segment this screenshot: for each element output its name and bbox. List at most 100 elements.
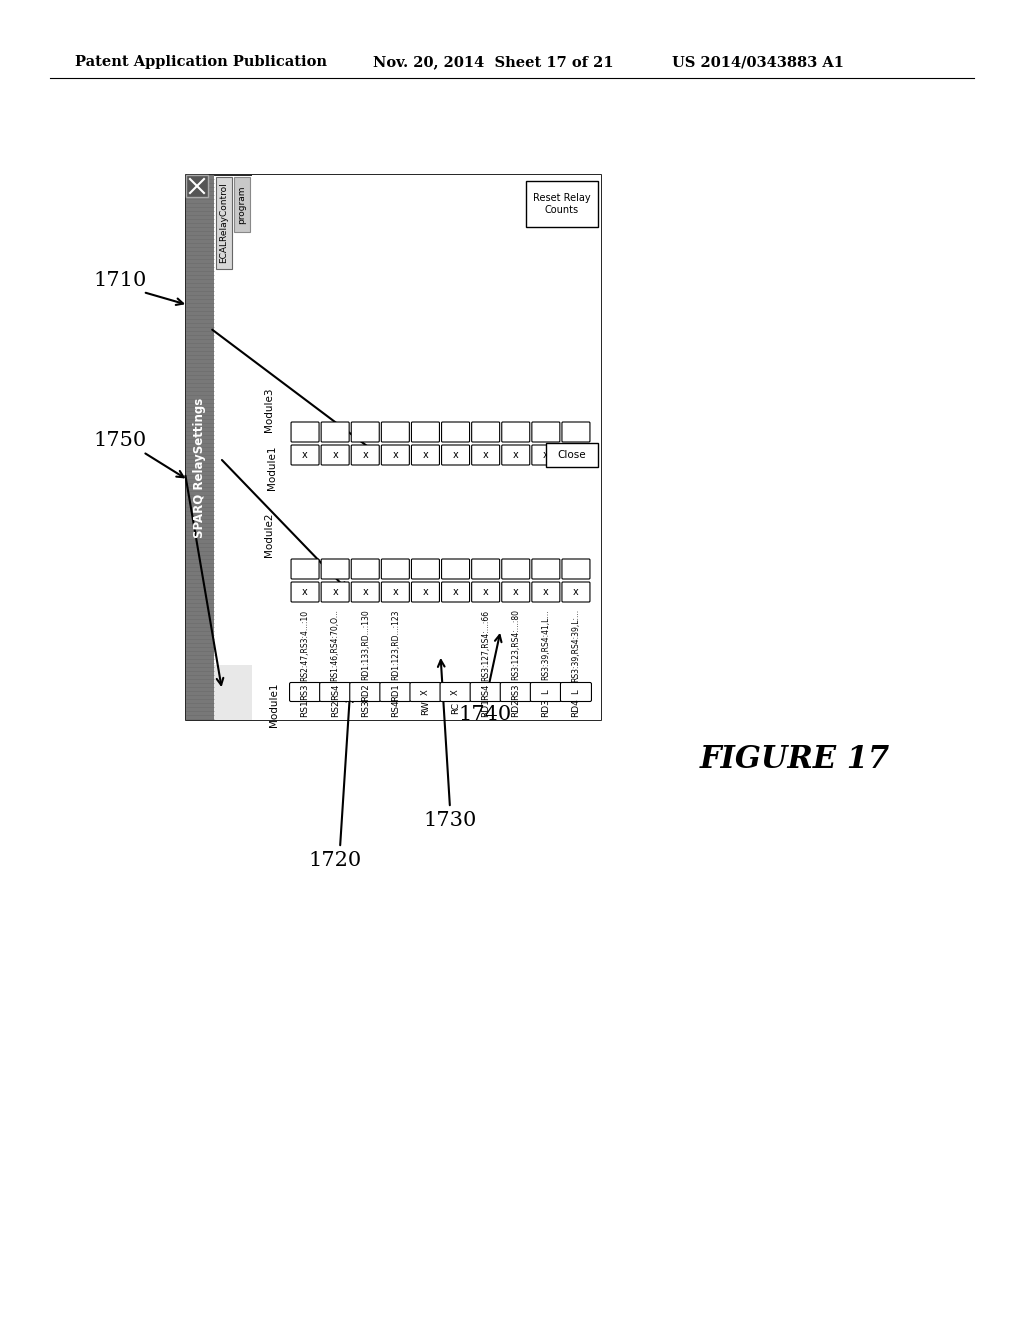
Text: x: x [453,587,459,597]
FancyBboxPatch shape [291,582,319,602]
Text: RD1:123,RD...:123: RD1:123,RD...:123 [391,610,399,680]
Text: x: x [543,587,549,597]
Text: RD1:133,RD...:130: RD1:133,RD...:130 [360,610,370,680]
Text: RS3:39,RS4:41,L...: RS3:39,RS4:41,L... [542,610,550,680]
FancyBboxPatch shape [234,177,250,232]
Text: x: x [423,450,428,459]
FancyBboxPatch shape [526,181,598,227]
Text: Patent Application Publication: Patent Application Publication [75,55,327,69]
FancyBboxPatch shape [531,445,560,465]
Text: L: L [542,689,550,694]
Text: RS3: RS3 [301,684,309,700]
FancyBboxPatch shape [440,682,471,701]
Text: x: x [362,450,368,459]
Text: x: x [482,450,488,459]
Text: RS4: RS4 [331,684,340,700]
Text: RD4: RD4 [571,698,581,717]
FancyBboxPatch shape [322,422,349,442]
Text: Reset Relay
Counts: Reset Relay Counts [534,193,591,215]
FancyBboxPatch shape [562,582,590,602]
Text: RS1:46,RS4:70,O...: RS1:46,RS4:70,O... [331,609,340,681]
FancyBboxPatch shape [350,682,381,701]
Text: RD2: RD2 [511,698,520,717]
FancyBboxPatch shape [322,445,349,465]
FancyBboxPatch shape [412,445,439,465]
Text: FIGURE 17: FIGURE 17 [700,744,890,776]
Text: x: x [302,450,308,459]
Text: RS2:47,RS3:4...:10: RS2:47,RS3:4...:10 [301,610,309,681]
FancyBboxPatch shape [351,558,379,579]
FancyBboxPatch shape [291,445,319,465]
FancyBboxPatch shape [410,682,441,701]
Text: RS3:127,RS4:...:66: RS3:127,RS4:...:66 [481,610,490,681]
Text: RS3:39,RS4:39,L:...: RS3:39,RS4:39,L:... [571,609,581,681]
FancyBboxPatch shape [186,176,208,197]
FancyBboxPatch shape [381,558,410,579]
Text: SPARQ RelaySettings: SPARQ RelaySettings [194,397,207,537]
FancyBboxPatch shape [351,422,379,442]
FancyBboxPatch shape [546,444,598,467]
Text: x: x [332,587,338,597]
Text: X: X [421,689,430,694]
Text: RS3:123,RS4:...:80: RS3:123,RS4:...:80 [511,610,520,681]
FancyBboxPatch shape [470,682,501,701]
Text: x: x [513,587,518,597]
Text: 1740: 1740 [459,705,512,725]
FancyBboxPatch shape [472,445,500,465]
Text: L: L [571,689,581,694]
Text: RS4: RS4 [391,700,399,717]
FancyBboxPatch shape [291,558,319,579]
Text: RD2: RD2 [360,684,370,701]
FancyBboxPatch shape [502,422,529,442]
Text: x: x [302,587,308,597]
Text: X: X [451,689,460,694]
FancyBboxPatch shape [531,558,560,579]
Text: x: x [453,450,459,459]
FancyBboxPatch shape [381,582,410,602]
Text: x: x [573,587,579,597]
Text: Module2: Module2 [264,512,274,557]
Text: x: x [392,587,398,597]
FancyBboxPatch shape [319,682,350,701]
Text: ECALRelayControl: ECALRelayControl [219,182,228,264]
Text: x: x [513,450,518,459]
Text: x: x [362,587,368,597]
FancyBboxPatch shape [186,176,601,719]
Text: 1750: 1750 [93,430,146,450]
FancyBboxPatch shape [562,422,590,442]
Text: RS3: RS3 [511,684,520,700]
Text: RS3: RS3 [360,700,370,717]
FancyBboxPatch shape [501,682,531,701]
FancyBboxPatch shape [441,558,470,579]
Text: RS4: RS4 [481,684,490,700]
Text: RS2: RS2 [331,700,340,717]
Text: 1710: 1710 [93,271,146,289]
FancyBboxPatch shape [351,582,379,602]
Text: US 2014/0343883 A1: US 2014/0343883 A1 [672,55,844,69]
FancyBboxPatch shape [291,422,319,442]
Text: RD1: RD1 [481,698,490,718]
Text: RC: RC [451,702,460,714]
Text: RD1: RD1 [391,684,399,701]
FancyBboxPatch shape [502,582,529,602]
FancyBboxPatch shape [472,422,500,442]
FancyBboxPatch shape [562,558,590,579]
Text: x: x [423,587,428,597]
FancyBboxPatch shape [562,445,590,465]
Text: RW: RW [421,701,430,715]
FancyBboxPatch shape [381,422,410,442]
Text: x: x [332,450,338,459]
FancyBboxPatch shape [531,422,560,442]
FancyBboxPatch shape [441,422,470,442]
Text: RS1: RS1 [301,700,309,717]
FancyBboxPatch shape [186,176,214,719]
Text: RD3: RD3 [542,698,550,718]
FancyBboxPatch shape [412,582,439,602]
FancyBboxPatch shape [412,422,439,442]
Text: Module1: Module1 [269,682,279,727]
FancyBboxPatch shape [531,582,560,602]
FancyBboxPatch shape [214,665,601,719]
Text: 1720: 1720 [308,850,361,870]
FancyBboxPatch shape [216,177,232,269]
FancyBboxPatch shape [290,682,321,701]
